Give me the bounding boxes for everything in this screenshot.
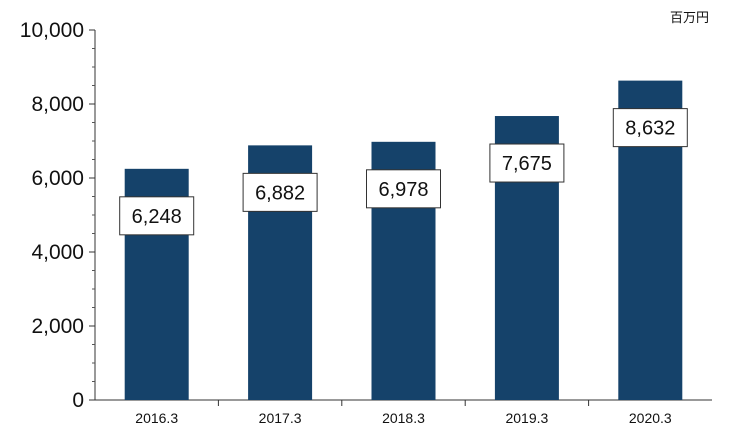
data-label-box — [119, 196, 195, 236]
data-label-box — [366, 169, 441, 209]
x-tick-label: 2016.3 — [135, 410, 178, 426]
y-axis: 0 2,000 4,000 6,000 8,000 10,000 — [20, 19, 96, 412]
data-labels: 6,248 6,882 6,978 7,675 8,632 — [119, 108, 688, 236]
x-axis: 2016.3 2017.3 2018.3 2019.3 2020.3 — [95, 399, 712, 426]
y-tick-label: 6,000 — [31, 167, 84, 190]
unit-label: 百万円 — [670, 11, 709, 26]
y-tick-label: 4,000 — [31, 241, 84, 264]
x-tick-label: 2020.3 — [629, 410, 672, 426]
y-tick-label: 0 — [72, 389, 84, 412]
data-label: 6,978 — [378, 179, 428, 201]
data-label: 7,675 — [502, 153, 552, 175]
data-label: 8,632 — [625, 118, 675, 140]
y-tick-label: 10,000 — [20, 19, 84, 42]
x-tick-label: 2017.3 — [259, 410, 302, 426]
data-label: 6,248 — [132, 206, 182, 228]
y-tick-label: 8,000 — [31, 93, 84, 116]
data-label-box — [612, 108, 688, 148]
data-label-box — [489, 143, 565, 183]
y-tick-label: 2,000 — [31, 315, 84, 338]
x-tick-label: 2019.3 — [505, 410, 548, 426]
data-label-box — [242, 172, 318, 212]
data-label: 6,882 — [255, 182, 305, 204]
bars — [124, 80, 683, 401]
x-tick-label: 2018.3 — [382, 410, 425, 426]
